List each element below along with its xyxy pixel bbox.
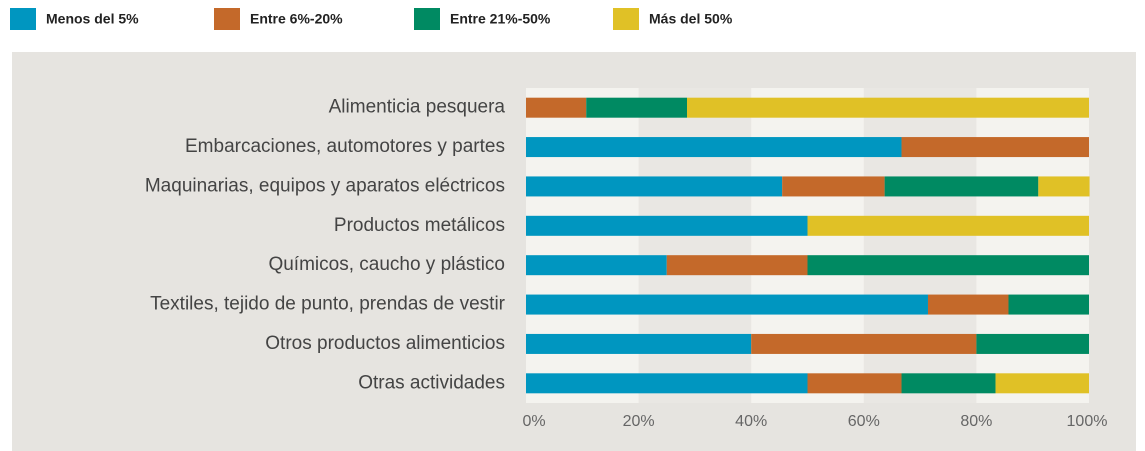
bar-segment	[807, 215, 1089, 236]
category-label: Otras actividades	[358, 372, 505, 393]
bar-segment	[901, 137, 1089, 158]
category-label: Productos metálicos	[334, 215, 505, 236]
bar-segment	[526, 255, 667, 276]
category-label: Alimenticia pesquera	[329, 97, 506, 118]
legend-swatch	[414, 8, 440, 30]
plot-area	[526, 88, 1089, 403]
bar-segment	[927, 294, 1009, 315]
bar-segment	[526, 373, 808, 394]
bar-segment	[526, 97, 587, 118]
category-label: Otros productos alimenticios	[265, 333, 505, 354]
x-tick-label: 40%	[735, 413, 767, 430]
legend-label: Entre 6%-20%	[250, 11, 343, 27]
legend-label: Entre 21%-50%	[450, 11, 551, 27]
bar-segment	[976, 333, 1089, 354]
bar-segment	[1038, 176, 1090, 197]
bar-segment	[526, 333, 752, 354]
category-label: Embarcaciones, automotores y partes	[185, 136, 505, 157]
category-label: Textiles, tejido de punto, prendas de ve…	[150, 294, 506, 315]
x-tick-label: 80%	[960, 413, 992, 430]
bar-segment	[526, 294, 928, 315]
category-label: Maquinarias, equipos y aparatos eléctric…	[145, 175, 505, 196]
legend-label: Menos del 5%	[46, 11, 139, 27]
bar-segment	[1008, 294, 1089, 315]
bar-segment	[807, 373, 902, 394]
bar-segment	[526, 215, 808, 236]
bar-segment	[995, 373, 1089, 394]
bar-segment	[586, 97, 688, 118]
x-tick-label: 60%	[848, 413, 880, 430]
bar-segment	[687, 97, 1089, 118]
x-tick-label: 100%	[1067, 413, 1108, 430]
bar-segment	[884, 176, 1039, 197]
bar-segment	[526, 176, 783, 197]
bar-segment	[807, 255, 1089, 276]
bar-segment	[751, 333, 977, 354]
x-tick-label: 20%	[623, 413, 655, 430]
bar-segment	[782, 176, 885, 197]
legend-label: Más del 50%	[649, 11, 733, 27]
bar-segment	[526, 137, 902, 158]
x-tick-label: 0%	[522, 413, 545, 430]
legend-swatch	[10, 8, 36, 30]
grid-band	[638, 88, 752, 403]
legend-swatch	[613, 8, 639, 30]
legend-swatch	[214, 8, 240, 30]
bar-segment	[901, 373, 996, 394]
category-label: Químicos, caucho y plástico	[268, 254, 505, 275]
bar-segment	[666, 255, 808, 276]
grid-band	[863, 88, 977, 403]
